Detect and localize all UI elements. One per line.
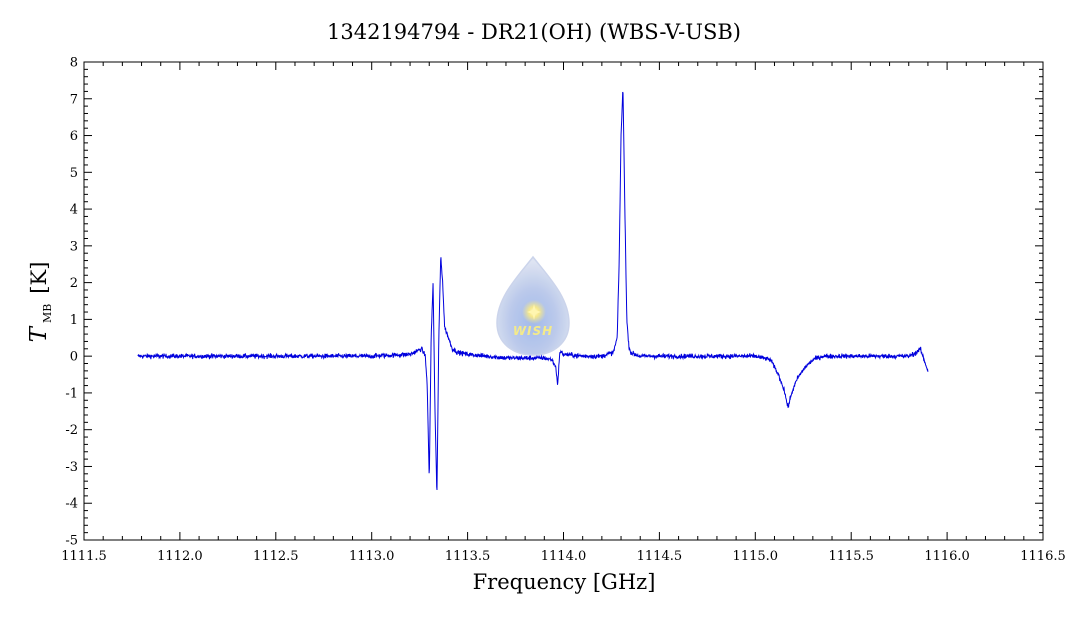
y-tick-label: 1 [70, 313, 78, 328]
x-tick-label: 1115.5 [828, 549, 874, 564]
y-tick-label: 2 [70, 276, 78, 291]
y-axis-label: T MB [K] [26, 262, 55, 343]
x-tick-label: 1115.0 [733, 549, 779, 564]
x-tick-label: 1116.5 [1020, 549, 1066, 564]
x-tick-label: 1111.5 [61, 549, 107, 564]
x-tick-label: 1114.5 [637, 549, 683, 564]
y-tick-label: -3 [65, 460, 78, 475]
x-axis: 1111.5 1112.0 1112.5 1113.0 1113.5 1114.0 1114… [61, 62, 1066, 564]
y-tick-label: -4 [65, 497, 78, 512]
spectrum-line [137, 91, 929, 491]
y-tick-label: -5 [65, 534, 78, 549]
y-tick-label: 5 [70, 166, 78, 181]
x-tick-label: 1113.5 [445, 549, 491, 564]
y-tick-label: 8 [70, 56, 78, 71]
x-tick-label: 1113.0 [349, 549, 395, 564]
y-axis-symbol: T [26, 325, 52, 342]
y-tick-label: 0 [70, 350, 78, 365]
y-axis-subscript: MB [41, 304, 54, 323]
y-axis: -5 -4 -3 -2 -1 0 1 2 3 4 5 6 7 8 [65, 56, 1043, 549]
x-axis-label: Frequency [GHz] [473, 570, 656, 594]
x-tick-label: 1112.0 [157, 549, 203, 564]
svg-text:T MB [K]: T MB [K] [26, 262, 55, 343]
x-tick-label: 1114.0 [541, 549, 587, 564]
chart-title: 1342194794 - DR21(OH) (WBS-V-USB) [327, 20, 741, 44]
wish-logo: WISH [496, 255, 570, 356]
logo-text: WISH [513, 324, 553, 338]
y-tick-label: -2 [65, 423, 78, 438]
y-tick-label: 7 [70, 92, 78, 107]
y-tick-label: 3 [70, 239, 78, 254]
y-axis-unit: [K] [27, 262, 51, 294]
star-icon [527, 304, 541, 320]
y-tick-label: 6 [70, 129, 78, 144]
x-tick-label: 1116.0 [924, 549, 970, 564]
y-tick-label: 4 [70, 203, 78, 218]
x-tick-label: 1112.5 [253, 549, 299, 564]
y-tick-label: -1 [65, 386, 78, 401]
